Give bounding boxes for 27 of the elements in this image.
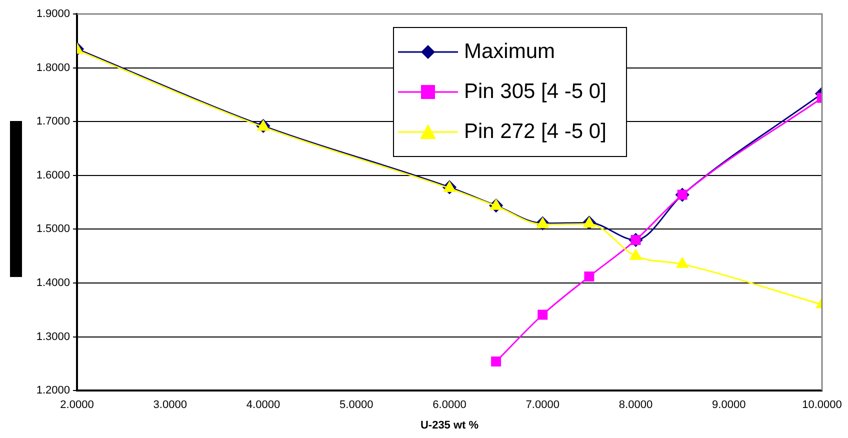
y-tick-label: 1.4000 <box>36 277 70 290</box>
x-tick-label: 9.0000 <box>712 399 746 412</box>
y-tick-label: 1.7000 <box>36 116 70 128</box>
legend-label: Pin 305 [4 -5 0] <box>464 80 606 104</box>
legend-label: Maximum <box>464 40 556 64</box>
x-tick-label: 7.0000 <box>526 399 560 412</box>
x-tick-label: 2.0000 <box>60 399 94 412</box>
point <box>538 310 548 320</box>
point <box>630 249 642 260</box>
y-tick-label: 1.8000 <box>36 62 70 74</box>
y-tick-label: 1.9000 <box>36 8 70 20</box>
point <box>584 272 594 282</box>
point <box>490 199 502 210</box>
x-tick-label: 5.0000 <box>340 399 374 412</box>
x-tick-label: 6.0000 <box>432 399 466 412</box>
legend-label: Pin 272 [4 -5 0] <box>464 120 606 144</box>
y-tick-label: 1.2000 <box>36 384 70 397</box>
point <box>491 356 502 367</box>
x-tick-label: 3.0000 <box>153 399 187 412</box>
x-axis-title: U-235 wt % <box>420 419 479 432</box>
y-tick-label: 1.6000 <box>36 169 70 182</box>
x-tick-label: 10.0000 <box>802 399 842 412</box>
x-tick-label: 4.0000 <box>246 399 280 412</box>
point <box>676 257 688 268</box>
x-tick-label: 8.0000 <box>618 399 653 412</box>
y-tick-label: 1.5000 <box>36 223 70 236</box>
y-tick-label: 1.3000 <box>36 330 70 343</box>
